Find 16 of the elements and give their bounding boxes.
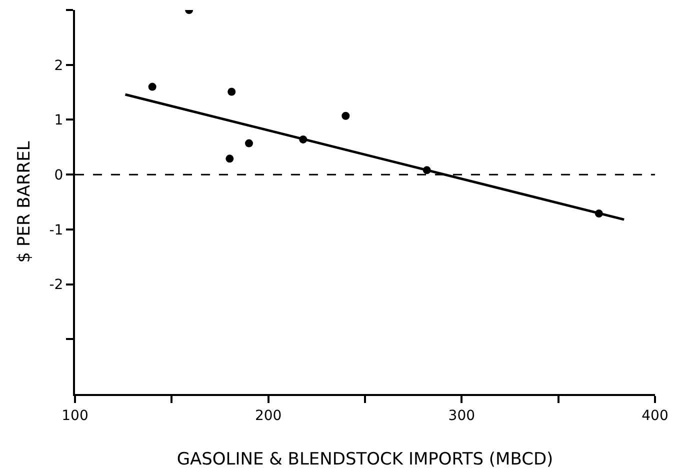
point <box>228 88 236 96</box>
y-tick-label: -1 <box>49 222 64 238</box>
y-tick-label: -2 <box>49 277 64 294</box>
point <box>342 112 350 120</box>
y-tick-label: 0 <box>54 167 64 184</box>
y-tick-label: 1 <box>54 112 64 129</box>
x-tick-label: 400 <box>642 408 668 424</box>
x-tick-label: 200 <box>254 408 282 424</box>
point <box>245 139 253 148</box>
point <box>148 82 156 91</box>
point <box>226 154 234 163</box>
x-tick-label: 100 <box>62 408 88 424</box>
x-axis-title: GASOLINE & BLENDSTOCK IMPORTS (MBCD) <box>176 450 554 470</box>
x-tick-label: 300 <box>448 408 476 424</box>
y-tick-label: 2 <box>54 58 64 74</box>
y-axis-title: $ PER BARREL <box>14 140 34 263</box>
